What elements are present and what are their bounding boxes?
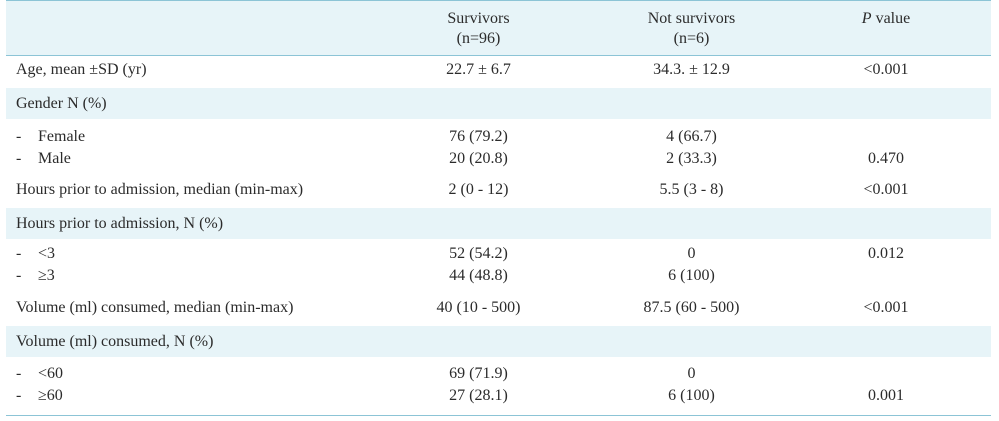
header-not-survivors-label: Not survivors	[647, 10, 736, 27]
dash-marker: -	[16, 245, 22, 262]
cell-p-value: 0.001	[868, 387, 904, 404]
dash-marker: -	[16, 267, 22, 284]
cell-p-value: <0.001	[863, 181, 909, 198]
section-label: Hours prior to admission, N (%)	[16, 215, 224, 232]
row-label: Male	[38, 150, 71, 167]
section-row: Hours prior to admission, N (%)	[6, 208, 991, 239]
row-label: <60	[38, 365, 64, 382]
cell-not-survivors: 0	[687, 365, 696, 382]
table-row-group: - <60 69 (71.9) 0 - ≥60 27 (28.1) 6 (100…	[6, 357, 991, 416]
header-p-value: P value	[796, 9, 976, 29]
header-not-survivors: Not survivors (n=6)	[584, 9, 799, 49]
section-label: Gender N (%)	[16, 95, 107, 112]
survival-table: Survivors (n=96) Not survivors (n=6) P v…	[6, 0, 991, 416]
cell-p-value: <0.001	[863, 299, 909, 316]
dash-marker: -	[16, 128, 22, 145]
cell-survivors: 2 (0 - 12)	[448, 181, 509, 198]
cell-survivors: 40 (10 - 500)	[436, 299, 521, 316]
cell-not-survivors: 6 (100)	[668, 267, 715, 284]
cell-survivors: 52 (54.2)	[449, 245, 508, 262]
cell-survivors: 22.7 ± 6.7	[446, 61, 511, 78]
table-row: Hours prior to admission, median (min-ma…	[6, 175, 991, 208]
row-label: Hours prior to admission, median (min-ma…	[16, 181, 304, 198]
cell-p-value: 0.012	[868, 245, 904, 262]
header-survivors-label: Survivors	[447, 10, 510, 27]
table-row-group: - <3 52 (54.2) 0 0.012 - ≥3 44 (48.8) 6 …	[6, 239, 991, 293]
cell-survivors: 20 (20.8)	[449, 150, 508, 167]
table-header-row: Survivors (n=96) Not survivors (n=6) P v…	[6, 0, 991, 56]
header-not-survivors-n: (n=6)	[673, 30, 710, 47]
cell-not-survivors: 0	[687, 245, 696, 262]
cell-not-survivors: 2 (33.3)	[666, 150, 717, 167]
cell-not-survivors: 4 (66.7)	[666, 128, 717, 145]
section-label: Volume (ml) consumed, N (%)	[16, 333, 214, 350]
cell-not-survivors: 5.5 (3 - 8)	[659, 181, 724, 198]
row-label: Female	[38, 128, 86, 145]
cell-p-value: <0.001	[863, 61, 909, 78]
table-row-group: - Female 76 (79.2) 4 (66.7) - Male 20 (2…	[6, 119, 991, 175]
header-p-italic: P	[861, 10, 872, 27]
row-label: Volume (ml) consumed, median (min-max)	[16, 299, 294, 316]
cell-not-survivors: 6 (100)	[668, 387, 715, 404]
cell-not-survivors: 34.3. ± 12.9	[653, 61, 730, 78]
section-row: Volume (ml) consumed, N (%)	[6, 326, 991, 357]
table-row: Volume (ml) consumed, median (min-max) 4…	[6, 293, 991, 326]
cell-survivors: 69 (71.9)	[449, 365, 508, 382]
cell-not-survivors: 87.5 (60 - 500)	[643, 299, 740, 316]
header-survivors-n: (n=96)	[456, 30, 501, 47]
row-label: ≥3	[38, 267, 55, 284]
dash-marker: -	[16, 150, 22, 167]
row-label: ≥60	[38, 387, 63, 404]
dash-marker: -	[16, 387, 22, 404]
cell-survivors: 44 (48.8)	[449, 267, 508, 284]
cell-survivors: 27 (28.1)	[449, 387, 508, 404]
header-p-rest: value	[871, 10, 911, 27]
cell-p-value: 0.470	[868, 150, 904, 167]
dash-marker: -	[16, 365, 22, 382]
row-label: <3	[38, 245, 56, 262]
cell-survivors: 76 (79.2)	[449, 128, 508, 145]
header-survivors: Survivors (n=96)	[376, 9, 581, 49]
row-label: Age, mean ±SD (yr)	[16, 61, 147, 78]
table-row: Age, mean ±SD (yr) 22.7 ± 6.7 34.3. ± 12…	[6, 55, 991, 88]
section-row: Gender N (%)	[6, 88, 991, 119]
